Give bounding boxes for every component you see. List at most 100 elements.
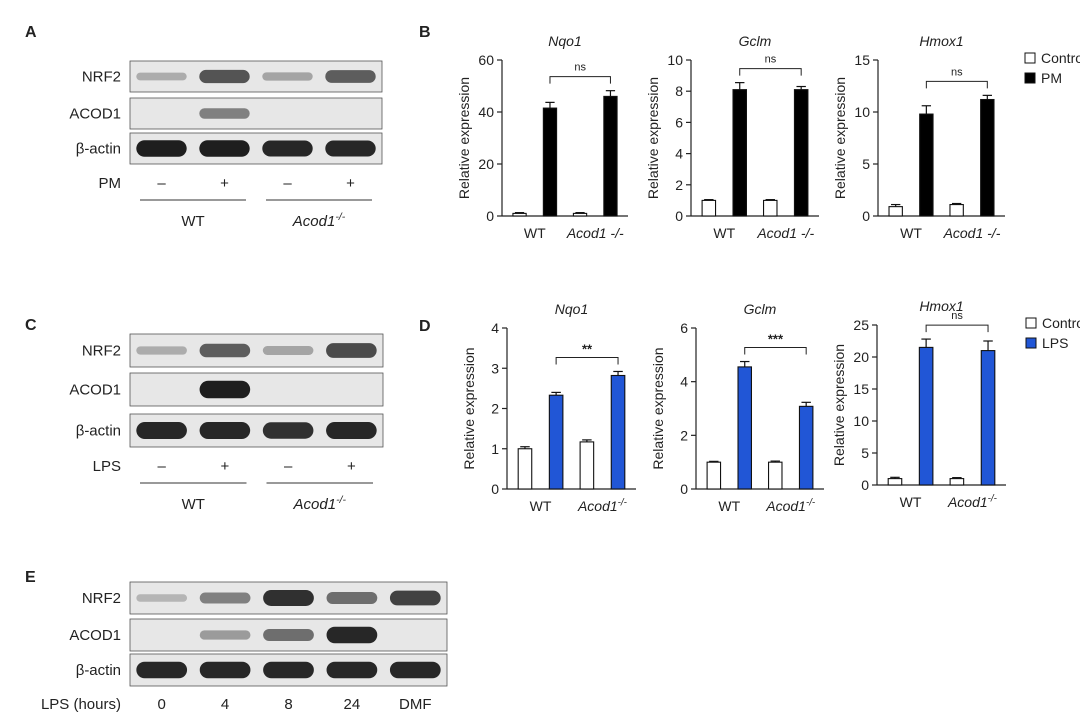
blot-band	[326, 592, 378, 604]
y-tick-label: 4	[675, 146, 683, 162]
y-tick-label: 5	[861, 445, 869, 461]
blot-band	[262, 140, 313, 157]
blot-band	[326, 422, 377, 439]
bar	[767, 461, 783, 490]
y-tick-label: 20	[478, 156, 494, 172]
blot-band	[263, 661, 314, 679]
lane-label: 24	[344, 696, 361, 713]
blot-row-label: β-actin	[76, 662, 121, 679]
significance-label: ns	[951, 66, 963, 78]
y-tick-label: 2	[675, 177, 683, 193]
x-tick-label: Acod1 -/-	[943, 225, 1001, 241]
bar	[887, 478, 903, 486]
blot-band	[263, 629, 314, 641]
panel-letter-A: A	[25, 24, 37, 41]
y-tick-label: 15	[854, 52, 870, 68]
blot-band	[326, 343, 377, 358]
y-tick-label: 10	[667, 52, 683, 68]
bar	[542, 107, 558, 217]
blot-band	[389, 590, 441, 606]
lane-label: +	[346, 175, 355, 192]
blot-band	[136, 422, 187, 439]
treatment-label: LPS (hours)	[41, 696, 121, 713]
y-tick-label: 1	[491, 441, 499, 457]
lane-label: 8	[284, 696, 292, 713]
bar	[949, 204, 964, 217]
y-tick-label: 6	[680, 320, 688, 336]
bar	[603, 95, 618, 217]
panel-letter-D: D	[419, 318, 431, 335]
y-axis-label: Relative expression	[645, 77, 661, 199]
y-tick-label: 40	[478, 104, 494, 120]
bar	[517, 448, 533, 490]
legend-label: Control	[1041, 50, 1080, 66]
group-label: WT	[182, 496, 205, 513]
blot-band	[199, 140, 250, 157]
blot-row-label: β-actin	[76, 423, 121, 440]
y-tick-label: 4	[680, 374, 688, 390]
panel-letter-E: E	[25, 569, 36, 586]
treatment-label: PM	[99, 175, 122, 192]
y-tick-label: 10	[853, 413, 869, 429]
x-tick-label: Acod1 -/-	[566, 225, 624, 241]
lane-label: DMF	[399, 696, 432, 713]
blot-band	[199, 592, 251, 604]
y-tick-label: 8	[675, 83, 683, 99]
significance-label: ns	[574, 62, 586, 74]
y-tick-label: 25	[853, 317, 869, 333]
group-label: Acod1-/-	[293, 494, 347, 513]
blot-band	[262, 72, 313, 81]
significance-label: ns	[765, 54, 777, 66]
lane-label: –	[157, 175, 166, 192]
lane-label: +	[347, 458, 356, 475]
chart-title: Hmox1	[919, 33, 963, 49]
y-axis-label: Relative expression	[650, 347, 666, 469]
blot-band	[199, 69, 250, 84]
blot-band	[262, 346, 314, 355]
legend-label: PM	[1041, 70, 1062, 86]
lane-label: 4	[221, 696, 229, 713]
y-tick-label: 0	[491, 481, 499, 497]
blot-row-label: ACOD1	[69, 106, 121, 123]
blot-band	[389, 661, 441, 679]
y-axis-label: Relative expression	[831, 344, 847, 466]
bar	[512, 212, 527, 217]
legend-label: LPS	[1042, 335, 1068, 351]
blot-strip	[129, 97, 383, 130]
y-tick-label: 6	[675, 114, 683, 130]
significance-bracket	[744, 347, 807, 355]
y-tick-label: 0	[675, 208, 683, 224]
bar	[701, 199, 717, 217]
bar	[980, 98, 995, 217]
x-tick-label: WT	[530, 498, 552, 514]
blot-band	[136, 140, 187, 157]
bar	[798, 405, 814, 490]
significance-bracket	[549, 76, 611, 84]
blot-band	[136, 594, 188, 602]
blot-row-label: ACOD1	[69, 382, 121, 399]
blot-strip	[129, 372, 384, 407]
bar	[949, 478, 965, 486]
blot-row-label: β-actin	[76, 141, 121, 158]
chart-title: Gclm	[744, 301, 777, 317]
blot-band	[263, 590, 314, 606]
blot-band	[326, 661, 378, 679]
significance-bracket	[555, 356, 619, 365]
panel-letter-C: C	[25, 317, 37, 334]
legend-swatch	[1024, 52, 1036, 64]
legend-swatch	[1025, 317, 1037, 329]
blot-band	[199, 343, 251, 358]
chart-title: Gclm	[739, 33, 772, 49]
group-label: Acod1-/-	[292, 211, 346, 230]
x-tick-label: WT	[900, 225, 922, 241]
y-axis-label: Relative expression	[832, 77, 848, 199]
y-tick-label: 0	[486, 208, 494, 224]
blot-row-label: NRF2	[82, 590, 121, 607]
legend-swatch	[1025, 337, 1037, 349]
significance-bracket	[739, 68, 802, 76]
lane-label: –	[284, 458, 293, 475]
chart-title: Nqo1	[548, 33, 581, 49]
bar	[918, 346, 934, 486]
blot-band	[199, 661, 251, 679]
bar	[579, 441, 595, 490]
